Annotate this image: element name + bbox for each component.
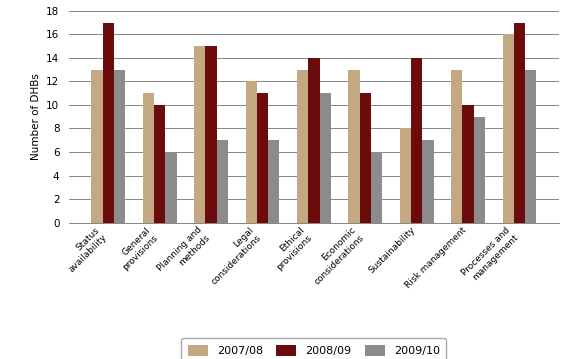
Legend: 2007/08, 2008/09, 2009/10: 2007/08, 2008/09, 2009/10 (181, 338, 446, 359)
Bar (514, 23, 525, 223)
Bar (206, 46, 217, 223)
Bar (451, 70, 463, 223)
Bar (359, 93, 371, 223)
Bar (268, 140, 279, 223)
Bar (400, 129, 411, 223)
Bar (194, 46, 206, 223)
Bar (257, 93, 268, 223)
Bar (320, 93, 331, 223)
Bar (525, 70, 536, 223)
Bar (502, 34, 514, 223)
Bar (245, 81, 257, 223)
Bar (92, 70, 103, 223)
Bar (154, 105, 165, 223)
Bar (308, 58, 320, 223)
Bar (422, 140, 434, 223)
Bar (371, 152, 382, 223)
Bar (463, 105, 474, 223)
Bar (297, 70, 308, 223)
Y-axis label: Number of DHBs: Number of DHBs (31, 73, 40, 160)
Bar (411, 58, 422, 223)
Bar (217, 140, 228, 223)
Bar (143, 93, 154, 223)
Bar (348, 70, 359, 223)
Bar (474, 117, 485, 223)
Bar (165, 152, 177, 223)
Bar (114, 70, 126, 223)
Bar (103, 23, 114, 223)
